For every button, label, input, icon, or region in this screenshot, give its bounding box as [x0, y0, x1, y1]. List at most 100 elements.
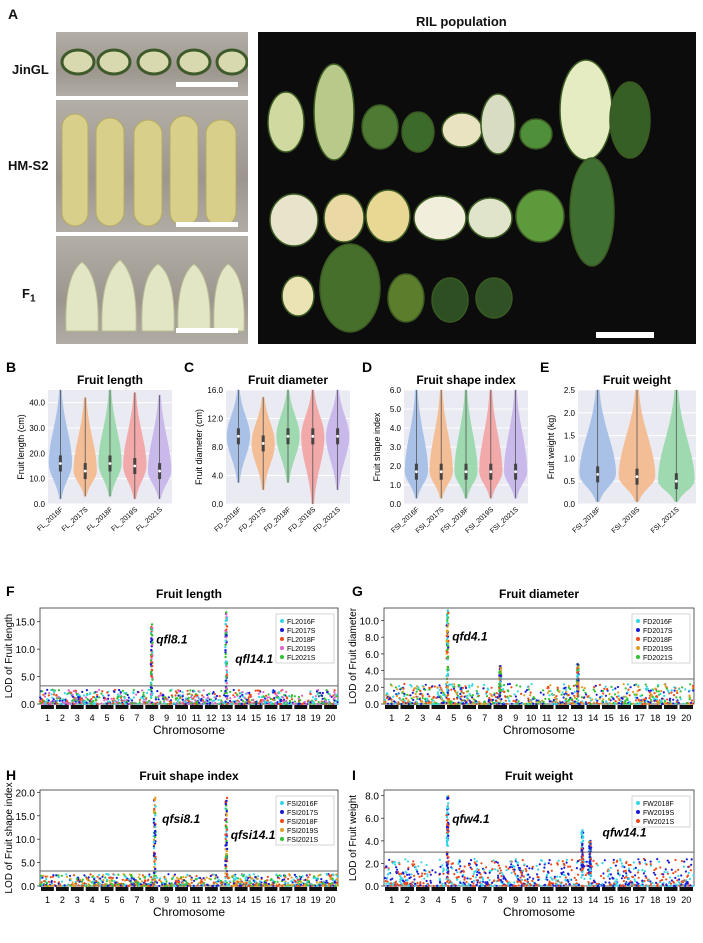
lod-point	[622, 865, 625, 868]
lod-point	[170, 884, 173, 887]
lod-point	[186, 689, 189, 692]
lod-point	[495, 884, 498, 887]
lod-point	[187, 698, 190, 701]
chromosome-bar	[462, 705, 476, 709]
lod-point	[203, 701, 206, 704]
lod-point	[126, 693, 129, 697]
lod-point	[155, 876, 159, 879]
lod-point	[665, 687, 669, 690]
lod-point	[424, 688, 427, 691]
chromosome-label: 19	[311, 895, 321, 905]
lod-point	[496, 696, 499, 699]
chromosome-label: 10	[526, 895, 536, 905]
lod-peak-point	[446, 637, 449, 640]
lod-point	[288, 699, 292, 703]
lod-point	[306, 700, 309, 703]
lod-point	[656, 858, 659, 861]
lod-point	[469, 884, 472, 887]
lod-point	[196, 702, 199, 706]
lod-point	[472, 875, 475, 878]
lod-point	[333, 702, 336, 705]
lod-point	[163, 876, 166, 879]
lod-point	[273, 880, 276, 883]
lod-point	[452, 697, 456, 701]
lod-point	[466, 690, 470, 693]
x-tick-label: FL_2017S	[61, 506, 90, 533]
lod-point	[65, 875, 69, 878]
panel-label: E	[540, 360, 549, 375]
lod-point	[657, 860, 661, 863]
lod-peak-point	[447, 623, 450, 626]
lod-point	[302, 702, 305, 705]
x-axis-label: Chromosome	[153, 905, 225, 919]
lod-point	[52, 691, 56, 694]
lod-point	[132, 692, 135, 695]
lod-point	[39, 874, 43, 877]
lod-point	[327, 882, 330, 885]
violin-median	[108, 462, 112, 465]
lod-point	[65, 873, 68, 876]
lod-point	[677, 701, 680, 704]
lod-point	[74, 880, 77, 883]
lod-point	[177, 689, 180, 693]
lod-point	[684, 884, 687, 887]
y-tick-label: 15.0	[16, 618, 36, 629]
lod-peak-point	[446, 619, 449, 622]
lod-point	[324, 700, 327, 703]
lod-point	[662, 691, 665, 694]
chromosome-label: 4	[436, 713, 441, 723]
lod-point	[660, 884, 663, 888]
lod-point	[649, 860, 652, 863]
lod-point	[649, 880, 652, 883]
chromosome-bar	[115, 705, 129, 709]
lod-point	[595, 701, 598, 704]
lod-point	[87, 699, 90, 702]
lod-point	[563, 874, 566, 877]
lod-point	[176, 700, 179, 703]
lod-point	[558, 690, 561, 693]
lod-point	[69, 884, 72, 887]
lod-peak-point	[577, 665, 580, 669]
lod-point	[527, 873, 530, 876]
x-axis-label: Chromosome	[503, 905, 575, 919]
lod-point	[239, 691, 242, 695]
lod-point	[387, 868, 390, 871]
lod-point	[315, 690, 319, 693]
lod-point	[510, 686, 513, 689]
lod-point	[581, 702, 584, 705]
lod-point	[450, 882, 453, 885]
lod-point	[416, 884, 419, 887]
lod-point	[448, 683, 451, 686]
lod-point	[665, 884, 668, 887]
lod-point	[413, 863, 416, 866]
chromosome-label: 20	[681, 895, 691, 905]
lod-point	[114, 688, 117, 691]
lod-point	[75, 877, 78, 880]
lod-point	[446, 699, 449, 702]
lod-point	[468, 864, 471, 867]
lod-peak-point	[151, 641, 154, 644]
lod-point	[130, 877, 133, 880]
legend-box	[275, 795, 335, 846]
lod-point	[48, 702, 51, 705]
lod-point	[592, 884, 595, 888]
lod-point	[641, 869, 644, 872]
y-tick-label: 0.0	[212, 500, 224, 509]
lod-point	[260, 696, 263, 699]
lod-point	[475, 883, 478, 886]
lod-point	[83, 694, 86, 697]
qtl-annotation: qfsi8.1	[162, 812, 200, 826]
violin-median	[158, 469, 162, 473]
lod-point	[477, 871, 480, 874]
lod-point	[644, 859, 647, 862]
lod-point	[194, 699, 197, 702]
lod-point	[299, 878, 302, 881]
lod-point	[493, 692, 496, 695]
lod-point	[321, 691, 324, 695]
chromosome-label: 9	[164, 895, 169, 905]
lod-point	[220, 881, 223, 884]
lod-point	[609, 699, 612, 702]
